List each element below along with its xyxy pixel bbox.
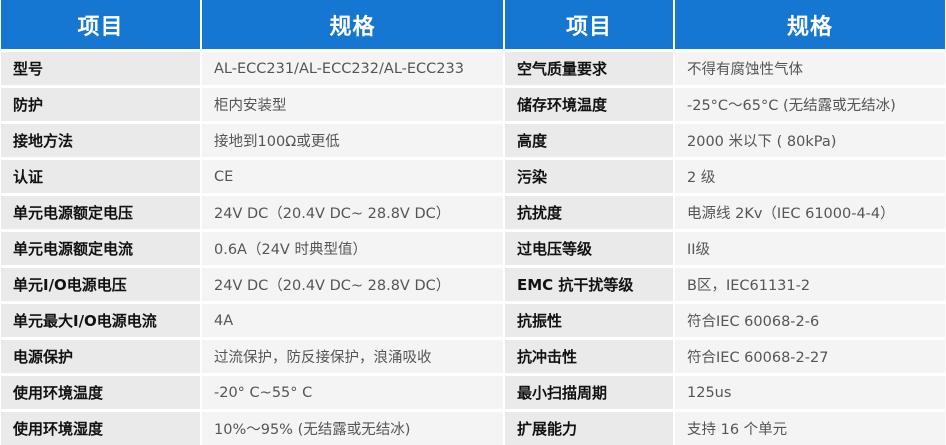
item-label: 高度 bbox=[505, 124, 673, 157]
item-label: 认证 bbox=[1, 160, 200, 193]
spec-value: 过流保护，防反接保护，浪涌吸收 bbox=[202, 340, 503, 373]
item-label: 单元I/O电源电压 bbox=[1, 268, 200, 301]
item-label: 储存环境温度 bbox=[505, 88, 673, 121]
table-row: 单元I/O电源电压 24V DC（20.4V DC~ 28.8V DC） EMC… bbox=[0, 268, 946, 301]
table-row: 认证 CE 污染 2 级 bbox=[0, 160, 946, 193]
item-label: 使用环境湿度 bbox=[1, 412, 200, 445]
table-body: 型号 AL-ECC231/AL-ECC232/AL-ECC233 空气质量要求 … bbox=[0, 52, 946, 445]
spec-value: 不得有腐蚀性气体 bbox=[675, 52, 945, 85]
item-label: 空气质量要求 bbox=[505, 52, 673, 85]
header-spec-right: 规格 bbox=[675, 0, 945, 49]
spec-value: -25°C～65°C (无结露或无结冰) bbox=[675, 88, 945, 121]
spec-value: 符合IEC 60068-2-6 bbox=[675, 304, 945, 337]
spec-value: 柜内安装型 bbox=[202, 88, 503, 121]
table-row: 使用环境温度 -20° C~55° C 最小扫描周期 125us bbox=[0, 376, 946, 409]
item-label: 单元最大I/O电源电流 bbox=[1, 304, 200, 337]
table-row: 接地方法 接地到100Ω或更低 高度 2000 米以下 ( 80kPa) bbox=[0, 124, 946, 157]
item-label: 抗扰度 bbox=[505, 196, 673, 229]
item-label: 防护 bbox=[1, 88, 200, 121]
table-row: 单元最大I/O电源电流 4A 抗振性 符合IEC 60068-2-6 bbox=[0, 304, 946, 337]
table-row: 型号 AL-ECC231/AL-ECC232/AL-ECC233 空气质量要求 … bbox=[0, 52, 946, 85]
header-item-left: 项目 bbox=[1, 0, 200, 49]
table-row: 使用环境湿度 10%～95% (无结露或无结冰) 扩展能力 支持 16 个单元 bbox=[0, 412, 946, 445]
spec-value: 2000 米以下 ( 80kPa) bbox=[675, 124, 945, 157]
table-row: 单元电源额定电流 0.6A（24V 时典型值） 过电压等级 II级 bbox=[0, 232, 946, 265]
spec-value: 0.6A（24V 时典型值） bbox=[202, 232, 503, 265]
table-header: 项目 规格 项目 规格 bbox=[0, 0, 946, 49]
item-label: 单元电源额定电压 bbox=[1, 196, 200, 229]
table-row: 单元电源额定电压 24V DC（20.4V DC~ 28.8V DC） 抗扰度 … bbox=[0, 196, 946, 229]
item-label: 过电压等级 bbox=[505, 232, 673, 265]
spec-value: 125us bbox=[675, 376, 945, 409]
spec-value: CE bbox=[202, 160, 503, 193]
item-label: 接地方法 bbox=[1, 124, 200, 157]
item-label: EMC 抗干扰等级 bbox=[505, 268, 673, 301]
item-label: 污染 bbox=[505, 160, 673, 193]
header-spec-left: 规格 bbox=[202, 0, 503, 49]
spec-value: 10%～95% (无结露或无结冰) bbox=[202, 412, 503, 445]
spec-value: 4A bbox=[202, 304, 503, 337]
spec-value: 2 级 bbox=[675, 160, 945, 193]
spec-value: 电源线 2Kv（IEC 61000-4-4） bbox=[675, 196, 945, 229]
table-row: 电源保护 过流保护，防反接保护，浪涌吸收 抗冲击性 符合IEC 60068-2-… bbox=[0, 340, 946, 373]
spec-value: 符合IEC 60068-2-27 bbox=[675, 340, 945, 373]
item-label: 电源保护 bbox=[1, 340, 200, 373]
spec-value: -20° C~55° C bbox=[202, 376, 503, 409]
item-label: 单元电源额定电流 bbox=[1, 232, 200, 265]
spec-value: 接地到100Ω或更低 bbox=[202, 124, 503, 157]
spec-value: II级 bbox=[675, 232, 945, 265]
spec-value: 24V DC（20.4V DC~ 28.8V DC） bbox=[202, 268, 503, 301]
item-label: 最小扫描周期 bbox=[505, 376, 673, 409]
item-label: 型号 bbox=[1, 52, 200, 85]
spec-value: 支持 16 个单元 bbox=[675, 412, 945, 445]
item-label: 抗冲击性 bbox=[505, 340, 673, 373]
spec-value: AL-ECC231/AL-ECC232/AL-ECC233 bbox=[202, 52, 503, 85]
spec-value: B区，IEC61131-2 bbox=[675, 268, 945, 301]
item-label: 扩展能力 bbox=[505, 412, 673, 445]
header-item-right: 项目 bbox=[505, 0, 673, 49]
item-label: 抗振性 bbox=[505, 304, 673, 337]
spec-value: 24V DC（20.4V DC~ 28.8V DC） bbox=[202, 196, 503, 229]
table-row: 防护 柜内安装型 储存环境温度 -25°C～65°C (无结露或无结冰) bbox=[0, 88, 946, 121]
item-label: 使用环境温度 bbox=[1, 376, 200, 409]
